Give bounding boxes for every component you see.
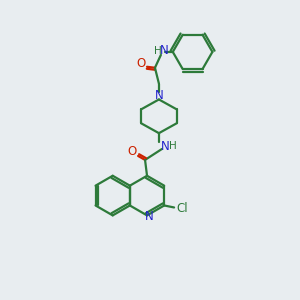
Text: H: H xyxy=(169,141,177,151)
Text: Cl: Cl xyxy=(176,202,188,215)
Text: N: N xyxy=(160,140,169,152)
Text: O: O xyxy=(136,57,146,70)
Text: O: O xyxy=(128,146,137,158)
Text: N: N xyxy=(154,89,163,102)
Text: H: H xyxy=(154,46,162,56)
Text: N: N xyxy=(145,210,153,223)
Text: N: N xyxy=(160,44,168,57)
